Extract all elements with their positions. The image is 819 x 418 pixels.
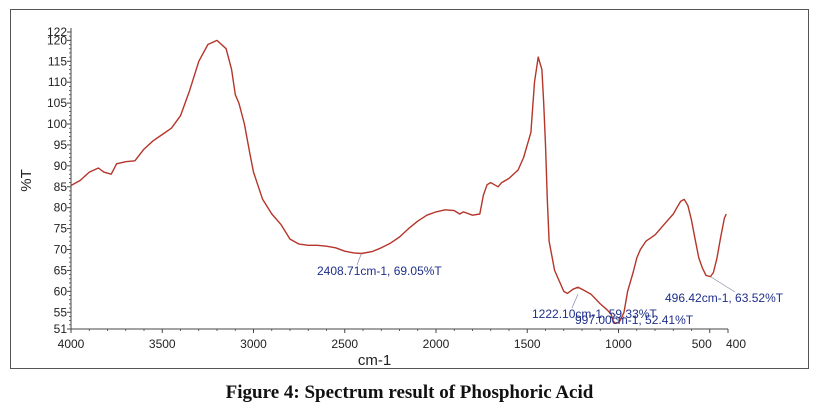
x-tick-label: 1500 <box>514 337 541 351</box>
y-tick-label: 115 <box>48 54 67 68</box>
y-tick-label: 70 <box>54 243 68 257</box>
x-tick-label: 1000 <box>605 337 632 351</box>
spectrum-line <box>70 39 727 324</box>
y-tick-label: 60 <box>54 284 68 298</box>
y-tick-label: 120 <box>47 33 67 47</box>
y-tick-label: 95 <box>54 138 68 152</box>
annotation-leader <box>356 253 362 266</box>
annotation-label: 1222.10cm-1, 59.33%T <box>532 307 657 321</box>
y-tick-label: 55 <box>54 305 68 319</box>
annotation-leader <box>710 276 736 293</box>
y-tick-label: 100 <box>47 117 67 131</box>
x-tick-label: 3000 <box>240 337 267 351</box>
y-tick-label: 110 <box>48 75 67 89</box>
y-tick-label: 75 <box>54 222 68 236</box>
annotation-label: 496.42cm-1, 63.52%T <box>665 291 784 305</box>
y-tick-label: 51 <box>54 322 68 336</box>
x-tick-label: 3500 <box>149 337 176 351</box>
x-tick-label: 2000 <box>423 337 450 351</box>
y-tick-label: 65 <box>54 263 68 277</box>
x-tick-label: 4000 <box>58 337 85 351</box>
annotation-leader <box>614 313 620 324</box>
y-tick-label: 90 <box>54 159 68 173</box>
x-tick-label: 500 <box>692 337 712 351</box>
annotation-label: 997.00cm-1, 52.41%T <box>575 313 694 327</box>
y-axis-title: %T <box>18 169 35 192</box>
y-tick-label: 80 <box>54 201 68 215</box>
y-tick-label: 85 <box>54 180 68 194</box>
chart-frame <box>10 9 809 369</box>
y-tick-label: 105 <box>47 96 67 110</box>
x-tick-label: 2500 <box>331 337 358 351</box>
x-axis-title: cm-1 <box>358 352 391 369</box>
x-tick-label: 400 <box>726 337 746 351</box>
annotation-label: 2408.71cm-1, 69.05%T <box>317 264 442 278</box>
annotation-leader <box>571 294 579 309</box>
y-tick-label: 122 <box>47 25 67 39</box>
figure-caption: Figure 4: Spectrum result of Phosphoric … <box>225 382 594 403</box>
